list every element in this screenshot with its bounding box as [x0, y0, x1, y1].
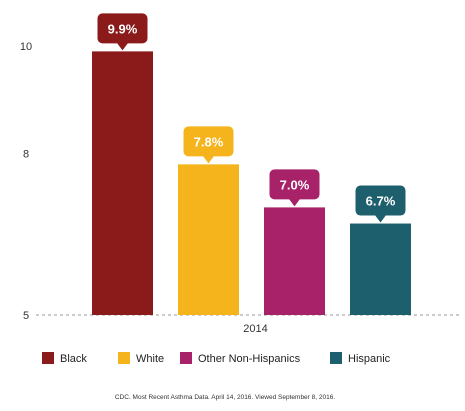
bars-group — [92, 51, 411, 315]
data-label: 7.8% — [194, 134, 224, 149]
data-label-pointer — [202, 155, 215, 164]
data-label-pointer — [288, 198, 301, 207]
legend-swatch — [42, 352, 54, 364]
legend-swatch — [118, 352, 130, 364]
data-label: 7.0% — [280, 177, 310, 192]
x-tick-label: 2014 — [243, 323, 267, 335]
y-tick-label: 10 — [20, 41, 32, 53]
legend-swatch — [180, 352, 192, 364]
data-label-bubble — [97, 13, 148, 44]
legend-label: Black — [60, 353, 87, 365]
legend-label: Other Non-Hispanics — [198, 353, 301, 365]
legend-swatch — [330, 352, 342, 364]
legend: Black White Other Non-Hispanics Hispanic — [42, 352, 391, 365]
data-label-bubble — [183, 126, 234, 157]
legend-label: Hispanic — [348, 353, 391, 365]
data-label-pointer — [374, 214, 387, 223]
bar — [264, 207, 325, 315]
data-label-pointer — [116, 42, 129, 51]
data-label: 6.7% — [366, 194, 396, 209]
data-labels-group: 9.9% 7.8% 7.0% 6.7% — [97, 13, 406, 223]
source-citation: CDC. Most Recent Asthma Data. April 14, … — [115, 394, 335, 401]
data-label: 9.9% — [108, 21, 138, 36]
y-tick-label: 8 — [23, 149, 29, 161]
legend-label: White — [136, 353, 164, 365]
bar — [178, 164, 239, 315]
y-tick-label: 5 — [23, 310, 29, 322]
data-label-bubble — [269, 169, 320, 200]
data-label-bubble — [355, 185, 406, 216]
x-axis-ticks: 2014 — [243, 323, 267, 335]
bar — [92, 51, 153, 315]
y-axis-ticks: 5 8 10 — [20, 41, 32, 322]
bar — [350, 223, 411, 315]
